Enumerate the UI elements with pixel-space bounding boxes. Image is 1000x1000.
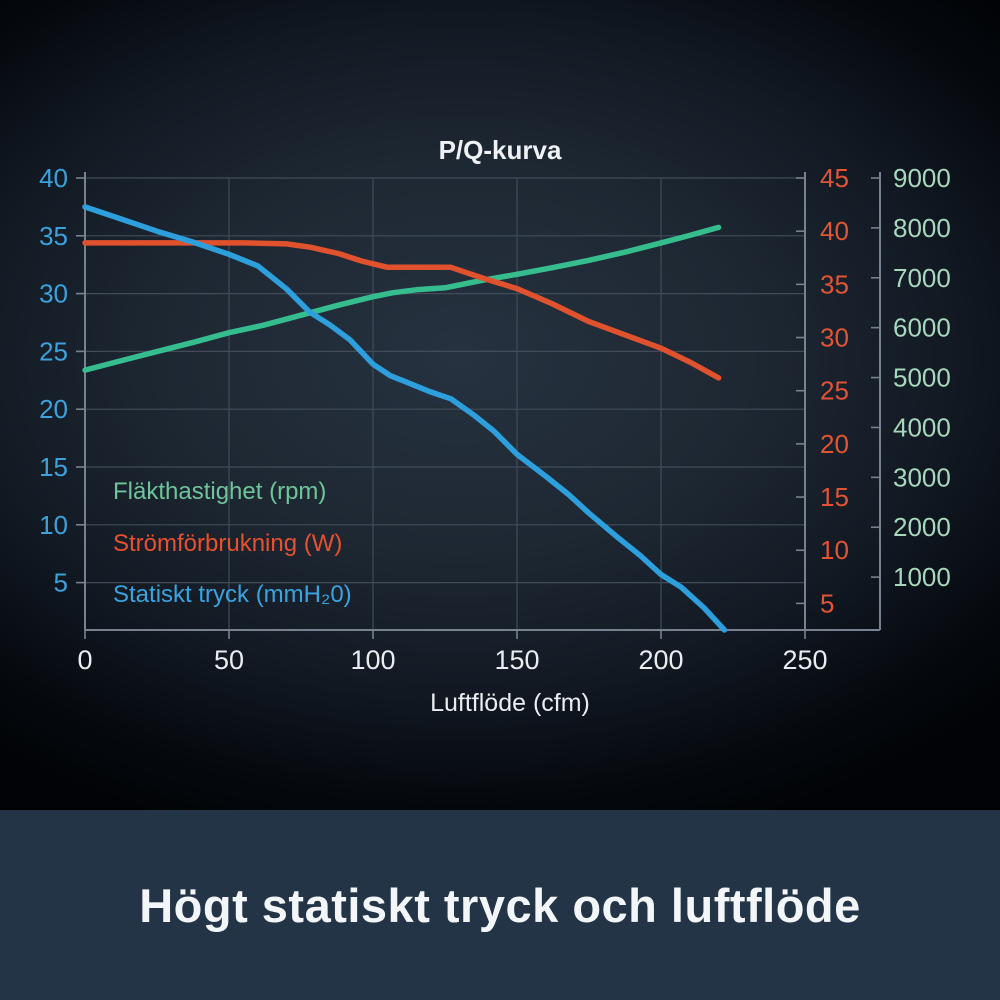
watt-tick-label: 5: [820, 588, 834, 618]
watt-tick-label: 10: [820, 535, 849, 565]
watt-tick-label: 30: [820, 323, 849, 353]
rpm-tick-label: 7000: [893, 263, 951, 293]
rpm-tick-label: 4000: [893, 412, 951, 442]
watt-tick-label: 25: [820, 376, 849, 406]
rpm-tick-label: 2000: [893, 512, 951, 542]
pressure-tick-label: 20: [39, 394, 68, 424]
pq-chart: 40 35 30 25 20 15 10 5 45 40 35 30 25 20 15 10 5 9000 8000…: [39, 135, 951, 717]
pressure-tick-label: 30: [39, 279, 68, 309]
rpm-tick-label: 6000: [893, 313, 951, 343]
x-axis-label: Luftflöde (cfm): [430, 689, 590, 717]
caption-banner: Högt statiskt tryck och luftflöde: [0, 810, 1000, 1000]
x-tick-label: 50: [214, 645, 244, 675]
pq-chart-panel: 40 35 30 25 20 15 10 5 45 40 35 30 25 20 15 10 5 9000 8000…: [0, 0, 1000, 810]
watt-tick-label: 45: [820, 163, 849, 193]
x-tick-label: 100: [350, 645, 395, 675]
x-tick-label: 0: [77, 645, 92, 675]
series-line-pressure: [82, 204, 728, 633]
legend-entry-rpm: Fläkthastighet (rpm): [113, 478, 326, 505]
watt-tick-label: 20: [820, 429, 849, 459]
pressure-tick-label: 25: [39, 336, 68, 366]
chart-title: P/Q-kurva: [439, 135, 562, 165]
x-tick-label: 250: [782, 645, 827, 675]
watt-tick-label: 40: [820, 216, 849, 246]
watt-tick-label: 35: [820, 269, 849, 299]
series-line-rpm: [82, 224, 722, 373]
rpm-tick-label: 5000: [893, 363, 951, 393]
pressure-tick-label: 10: [39, 510, 68, 540]
x-tick-label: 150: [494, 645, 539, 675]
legend-entry-pressure: Statiskt tryck (mmH₂0): [113, 581, 352, 608]
caption-text: Högt statiskt tryck och luftflöde: [139, 878, 861, 932]
legend-entry-watt: Strömförbrukning (W): [113, 530, 342, 557]
pressure-tick-label: 15: [39, 452, 68, 482]
rpm-tick-label: 9000: [893, 163, 951, 193]
rpm-tick-label: 8000: [893, 213, 951, 243]
pressure-tick-label: 5: [54, 568, 68, 598]
x-tick-label: 200: [638, 645, 683, 675]
pressure-tick-label: 40: [39, 163, 68, 193]
pressure-tick-label: 35: [39, 221, 68, 251]
rpm-tick-label: 3000: [893, 462, 951, 492]
series-line-watt: [82, 240, 722, 381]
rpm-tick-label: 1000: [893, 562, 951, 592]
watt-tick-label: 15: [820, 482, 849, 512]
